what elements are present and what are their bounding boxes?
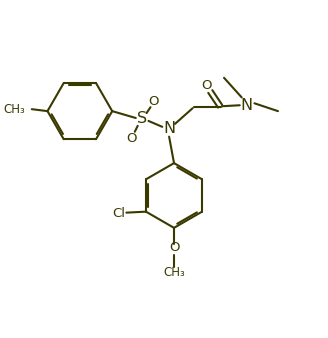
Text: CH₃: CH₃ xyxy=(3,103,25,116)
Text: O: O xyxy=(201,79,212,92)
Text: N: N xyxy=(240,98,253,113)
Text: O: O xyxy=(169,241,179,254)
Text: N: N xyxy=(163,121,175,136)
Text: Cl: Cl xyxy=(112,207,125,220)
Text: O: O xyxy=(148,95,159,108)
Text: S: S xyxy=(136,112,147,126)
Text: CH₃: CH₃ xyxy=(163,266,185,280)
Text: O: O xyxy=(127,132,137,145)
